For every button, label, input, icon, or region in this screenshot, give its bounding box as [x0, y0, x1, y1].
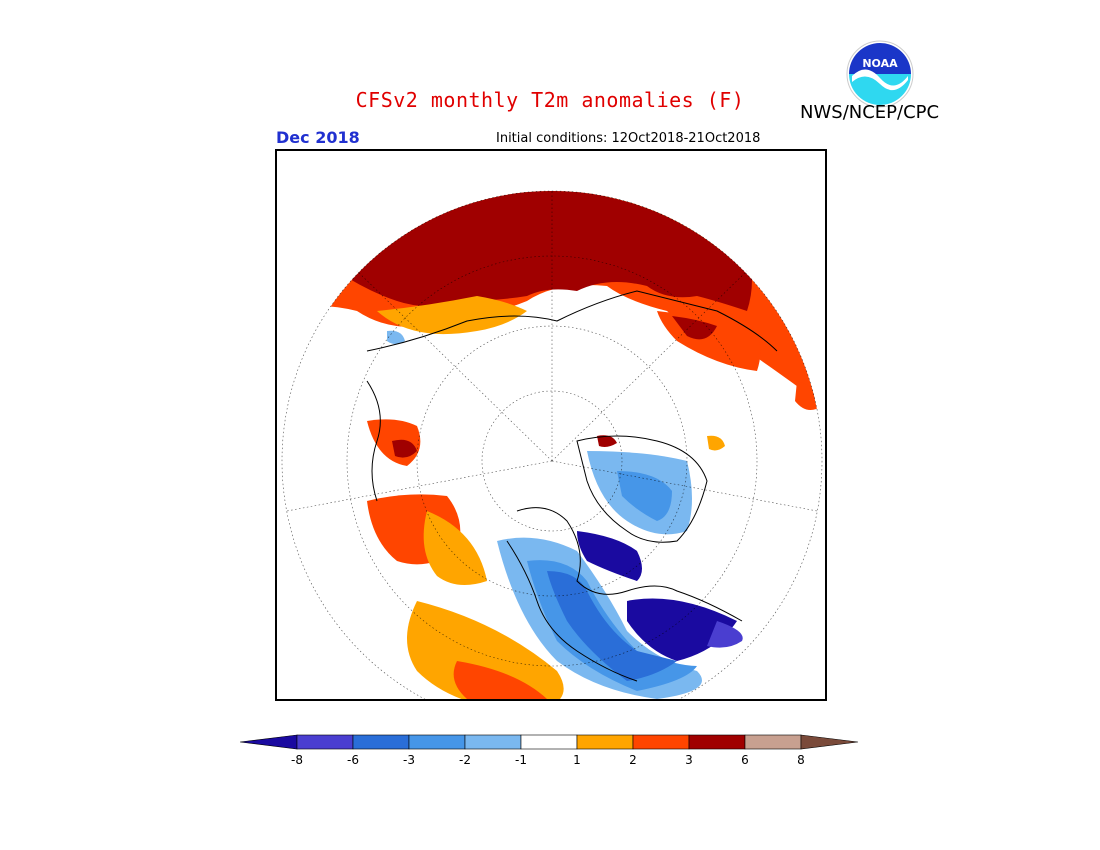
colorbar-bin: [632, 734, 690, 750]
graticule: [281, 190, 823, 699]
scandinavia-core: [672, 316, 717, 340]
alaska-orange: [423, 511, 487, 585]
colorbar-bin: [352, 734, 410, 750]
colorbar-tick-label: 8: [797, 753, 805, 767]
colorbar-tick-label: 1: [573, 753, 581, 767]
colorbar-tick-label: -3: [403, 753, 415, 767]
colorbar-arrow-high: [800, 734, 859, 750]
initial-conditions-label: Initial conditions: 12Oct2018-21Oct2018: [496, 131, 761, 146]
colorbar-bin: [520, 734, 578, 750]
greenland-blue: [617, 471, 672, 521]
colorbar-tick-label: 2: [629, 753, 637, 767]
europe-orange: [377, 296, 527, 335]
hudson-bay-region: [577, 531, 642, 581]
iceland-warm: [707, 435, 725, 451]
colorbar-tick-label: 6: [741, 753, 749, 767]
uk-warm: [795, 381, 822, 410]
colorbar-bin: [576, 734, 634, 750]
greenland-coast-warm: [597, 435, 617, 447]
labrador-edge: [707, 621, 743, 648]
month-label: Dec 2018: [276, 128, 360, 147]
colorbar-arrow-low: [240, 734, 298, 750]
polar-map: [281, 190, 823, 699]
map-title: CFSv2 monthly T2m anomalies (F): [355, 88, 745, 112]
colorbar-bin: [688, 734, 746, 750]
colorbar-tick-label: 3: [685, 753, 693, 767]
noaa-logo-text: NOAA: [862, 57, 898, 70]
agency-label: NWS/NCEP/CPC: [800, 102, 940, 123]
map-frame: [275, 149, 827, 701]
chukotka-core: [392, 439, 417, 458]
colorbar: -8 -6 -3 -2 -1 1 2 3 6 8: [240, 734, 859, 767]
canada-blue: [547, 571, 677, 681]
colorbar-bin: [464, 734, 522, 750]
colorbar-bin: [408, 734, 466, 750]
colorbar-bin: [296, 734, 354, 750]
noaa-logo: NOAA: [846, 40, 914, 108]
us-nw-warm: [453, 661, 547, 699]
coastlines: [366, 290, 778, 682]
siberia-cold-spot: [387, 330, 405, 344]
eurasia-dark-red: [337, 191, 752, 311]
colorbar-tick-label: -8: [291, 753, 303, 767]
colorbar-bin: [744, 734, 802, 750]
colorbar-tick-label: -2: [459, 753, 471, 767]
colorbar-tick-label: -1: [515, 753, 527, 767]
colorbar-tick-label: -6: [347, 753, 359, 767]
